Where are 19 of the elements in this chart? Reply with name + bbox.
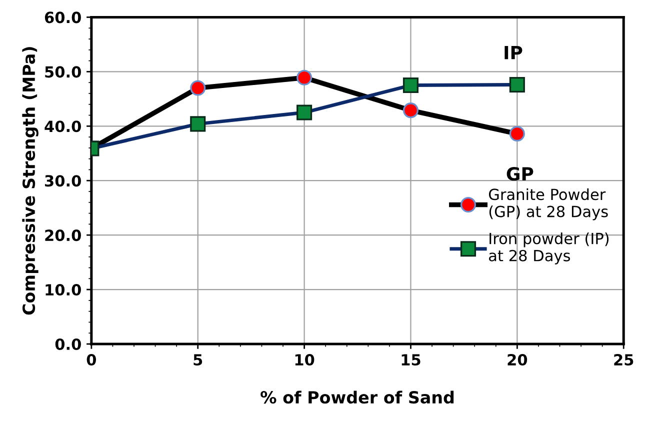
x-tick-label: 25 xyxy=(614,354,634,366)
x-tick-label: 15 xyxy=(402,354,420,366)
annotation: GP xyxy=(506,167,534,181)
x-tick-label: 5 xyxy=(194,354,202,366)
x-tick-label: 10 xyxy=(295,354,314,366)
y-tick-label: 30.0 xyxy=(45,175,81,187)
y-tick-label: 40.0 xyxy=(44,120,81,132)
annotation: IP xyxy=(504,46,522,60)
legend-label: Iron powder (IP) at 28 Days xyxy=(489,232,609,264)
legend-label: Granite Powder (GP) at 28 Days xyxy=(488,188,608,220)
x-axis-title: % of Powder of Sand xyxy=(260,390,454,404)
y-tick-label: 0.0 xyxy=(55,338,81,350)
y-tick-label: 60.0 xyxy=(44,12,81,24)
x-tick-label: 20 xyxy=(508,354,528,366)
x-tick-label: 0 xyxy=(86,354,96,366)
y-axis-title: Compressive Strength (MPa) xyxy=(22,47,38,315)
y-tick-label: 50.0 xyxy=(45,66,81,78)
y-tick-label: 10.0 xyxy=(46,284,81,296)
y-tick-label: 20.0 xyxy=(45,230,81,242)
